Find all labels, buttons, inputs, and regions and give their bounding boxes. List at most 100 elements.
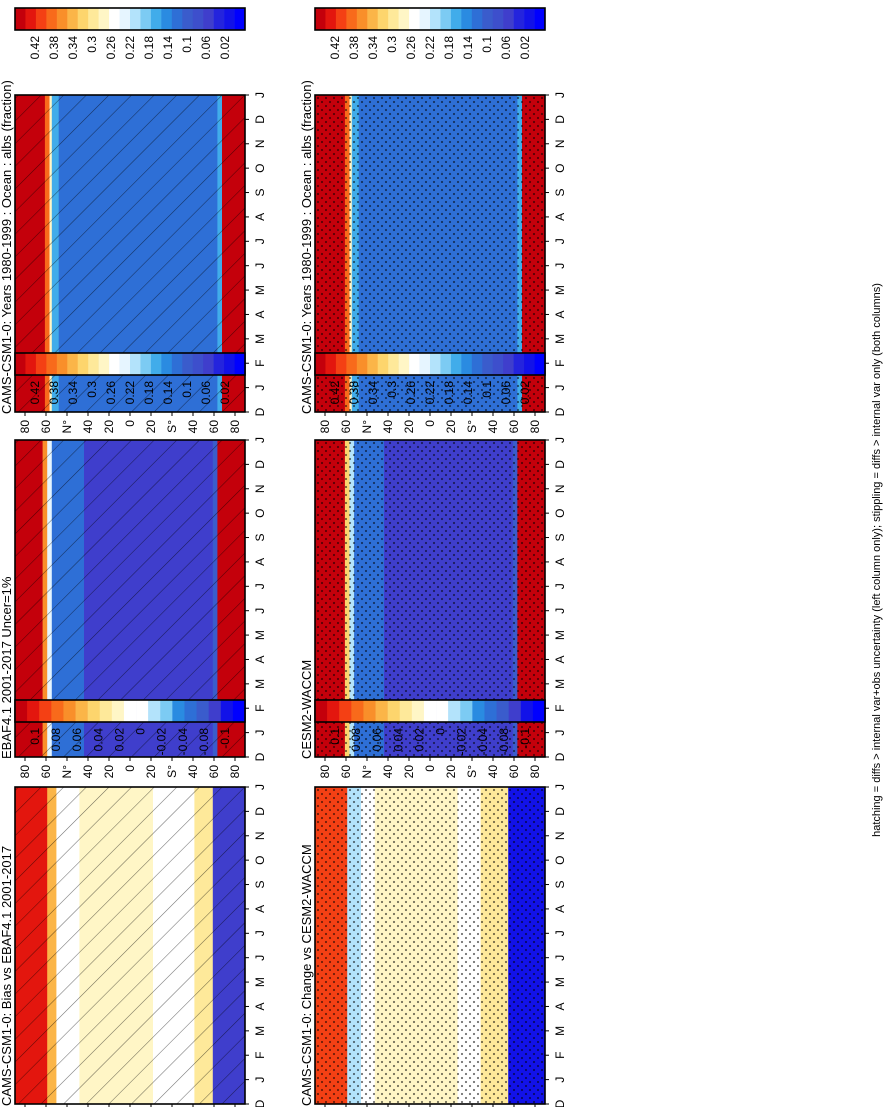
colorbar-swatch [203, 8, 214, 30]
colorbar-swatch [339, 700, 352, 722]
colorbar-swatch [315, 8, 326, 30]
colorbar-label: 0.38 [347, 381, 361, 405]
month-tick-label: J [253, 385, 267, 391]
month-tick-label: M [253, 285, 267, 295]
colorbar-swatch [15, 700, 28, 722]
colorbar-swatch [375, 700, 388, 722]
field-map [315, 787, 546, 1104]
colorbar-label: 0.38 [347, 36, 361, 60]
colorbar-swatch [409, 353, 420, 375]
month-tick-label: O [253, 508, 267, 517]
month-tick-label: S [553, 534, 567, 542]
colorbar-swatch [208, 700, 222, 722]
month-tick-label: N [553, 484, 567, 493]
colorbar-swatch [496, 700, 509, 722]
colorbar-swatch [534, 8, 546, 30]
colorbar-swatch [140, 8, 152, 30]
colorbar-swatch [482, 8, 494, 30]
colorbar-swatch [196, 700, 209, 722]
panel-bias-vs-ebaf: 80 60 N° 40 20 0 20 S° 40 60 80 D J F M A M J J A S O N D J CAMS-… [0, 699, 267, 1107]
colorbar-label: 0.06 [370, 728, 384, 752]
colorbar-swatch [423, 700, 437, 722]
colorbar-swatch [161, 8, 173, 30]
month-tick-label: A [553, 905, 567, 913]
colorbar-swatch [109, 8, 120, 30]
month-tick-label: J [253, 608, 267, 614]
month-tick-label: N [553, 139, 567, 148]
field-map [15, 787, 246, 1104]
colorbar-frame [314, 7, 546, 31]
colorbar-label: 0.22 [423, 381, 437, 405]
month-tick-label: F [253, 360, 267, 367]
lat-tick-label: 60 [339, 765, 353, 779]
month-tick-label: M [553, 630, 567, 640]
colorbar-swatch [399, 700, 413, 722]
colorbar-label: 0.26 [104, 381, 118, 405]
colorbar: 0.42 0.38 0.34 0.3 0.26 0.22 0.18 0.14 0.1 0.06 0.… [14, 352, 246, 405]
colorbar-swatch [325, 353, 337, 375]
colorbar-frame [14, 7, 246, 31]
month-tick-label: D [253, 460, 267, 469]
month-tick-label: N [253, 831, 267, 840]
colorbar-label: 0.22 [123, 381, 137, 405]
colorbar-label: 0.02 [518, 36, 532, 60]
colorbar-swatch [472, 700, 485, 722]
month-tick-label: J [253, 1077, 267, 1083]
colorbar-label: 0.34 [366, 381, 380, 405]
colorbar-label: 0.06 [70, 728, 84, 752]
colorbar-label: 0.22 [423, 36, 437, 60]
colorbar-label: 0 [434, 728, 448, 735]
colorbar-swatch [203, 353, 214, 375]
colorbar-swatch [325, 8, 337, 30]
colorbar-swatch [315, 353, 326, 375]
month-tick-label: A [253, 310, 267, 318]
colorbar-label: 0.06 [199, 36, 213, 60]
lat-tick-label: 40 [381, 765, 395, 779]
colorbar-label: 0.1 [180, 381, 194, 398]
month-tick-label: J [553, 730, 567, 736]
colorbar-swatch [98, 353, 110, 375]
colorbar-swatch [315, 700, 328, 722]
colorbar-swatch [430, 8, 441, 30]
lat-tick-label: 20 [102, 420, 116, 434]
colorbar-label: 0.42 [28, 381, 42, 405]
lat-tick-label: 80 [18, 420, 32, 434]
lat-tick-label: 0 [423, 765, 437, 772]
lat-tick-label: 80 [18, 765, 32, 779]
colorbar-label: 0.38 [47, 36, 61, 60]
colorbar-swatch [25, 8, 37, 30]
colorbar-label: 0.06 [199, 381, 213, 405]
colorbar-label: 0.3 [85, 36, 99, 53]
month-tick-label: A [253, 905, 267, 913]
colorbar: 0.42 0.38 0.34 0.3 0.26 0.22 0.18 0.14 0.1 0.06 0.… [314, 352, 546, 405]
colorbar-swatch [35, 353, 47, 375]
colorbar-swatch [471, 8, 483, 30]
month-tick-label: S [253, 881, 267, 889]
colorbar-swatch [171, 8, 183, 30]
month-tick-label: N [253, 139, 267, 148]
colorbar-swatch [224, 353, 235, 375]
colorbar-label: 0.18 [142, 381, 156, 405]
lat-tick-label: 60 [207, 420, 221, 434]
month-tick-label: J [553, 608, 567, 614]
month-tick-label: J [253, 955, 267, 961]
panel-title: CAMS-CSM1-0: Bias vs EBAF4.1 2001-2017 [0, 846, 14, 1106]
month-tick-label: O [553, 163, 567, 172]
lat-tick-label: 60 [507, 765, 521, 779]
colorbar-swatch [520, 700, 534, 722]
colorbar-swatch [192, 353, 204, 375]
month-tick-label: A [553, 1002, 567, 1010]
lat-tick-label: 0 [423, 420, 437, 427]
lat-tick-label: 40 [381, 420, 395, 434]
colorbar-label: -0.04 [176, 728, 190, 756]
colorbar-swatch [39, 700, 52, 722]
colorbar-swatch [232, 700, 246, 722]
month-tick-label: S [553, 189, 567, 197]
colorbar-label: 0.14 [161, 381, 175, 405]
colorbar-label: -0.08 [197, 728, 211, 756]
panel-title: CESM2-WACCM [299, 660, 314, 759]
month-tick-label: M [553, 1026, 567, 1036]
colorbar-label: 0.34 [66, 36, 80, 60]
colorbar-swatch [411, 700, 425, 722]
